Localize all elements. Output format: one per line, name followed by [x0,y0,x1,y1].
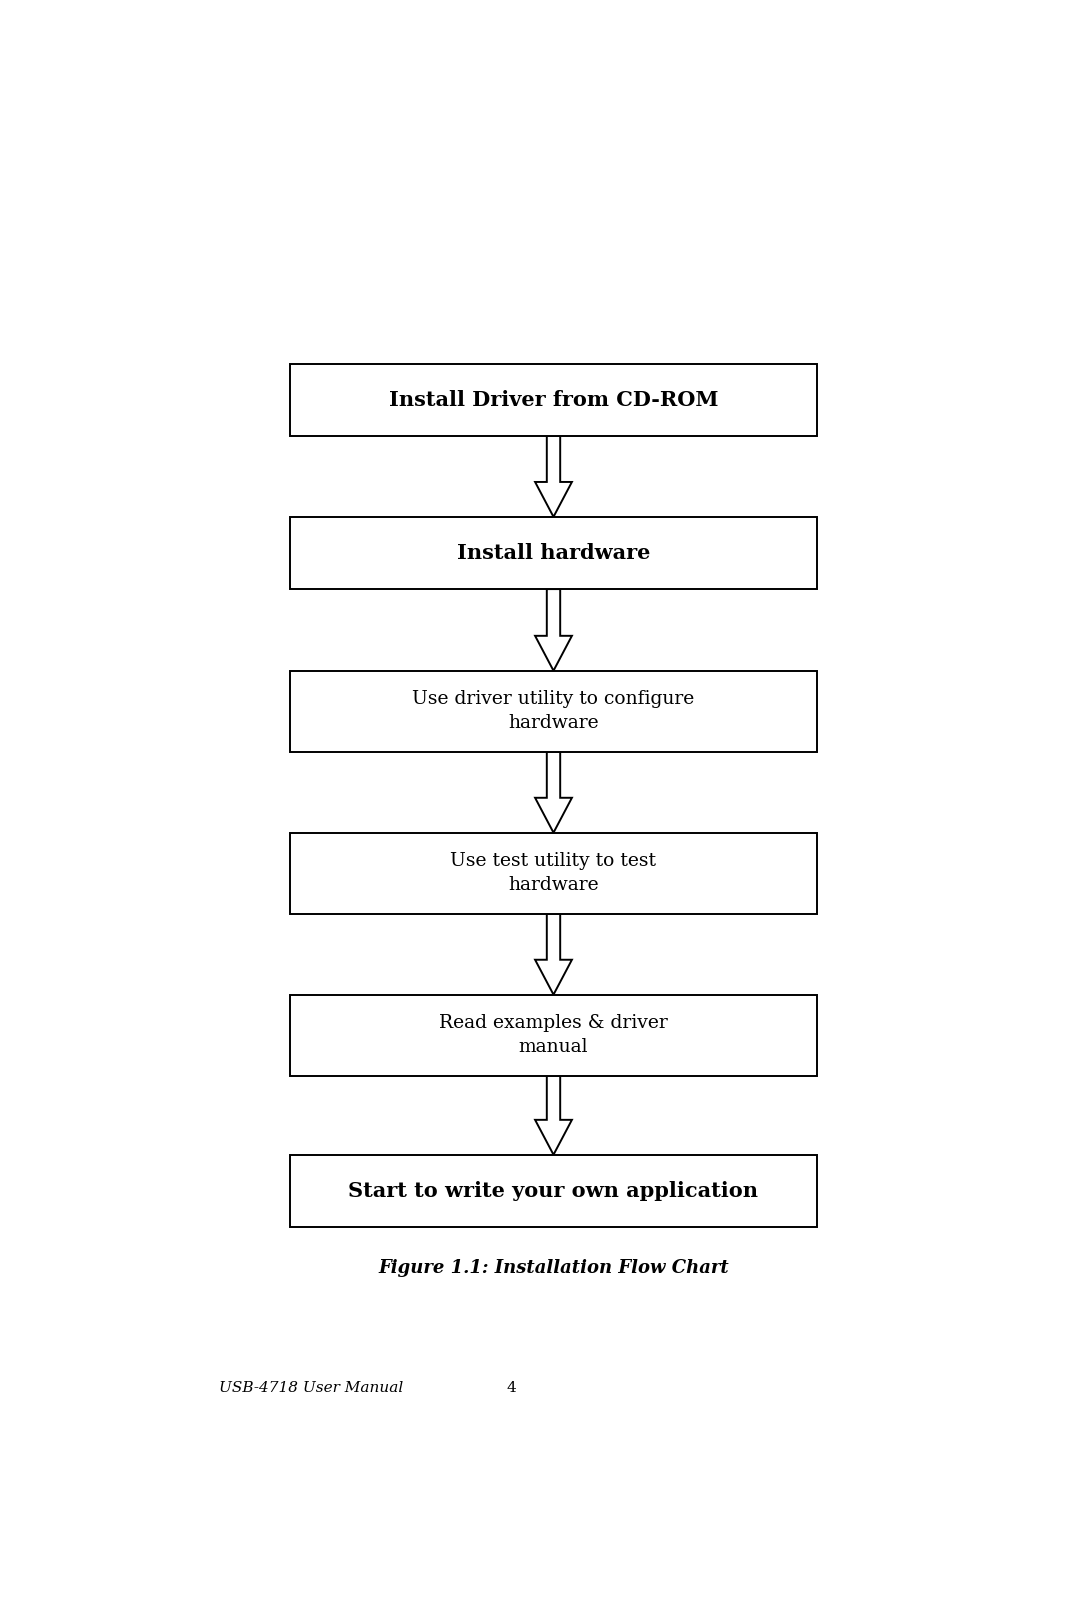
Text: 4: 4 [507,1380,516,1395]
Text: USB-4718 User Manual: USB-4718 User Manual [218,1380,403,1395]
Polygon shape [535,752,572,833]
Polygon shape [535,1076,572,1155]
Text: Read examples & driver
manual: Read examples & driver manual [440,1014,667,1057]
Text: Install Driver from CD-ROM: Install Driver from CD-ROM [389,390,718,409]
Text: Start to write your own application: Start to write your own application [349,1181,758,1201]
Bar [289,1155,818,1226]
Text: Use test utility to test
hardware: Use test utility to test hardware [450,853,657,895]
Polygon shape [535,435,572,516]
Bar [289,364,818,435]
Polygon shape [535,914,572,995]
Bar [289,995,818,1076]
Bar [289,516,818,589]
Bar [289,833,818,914]
Text: Install hardware: Install hardware [457,544,650,563]
Text: Use driver utility to configure
hardware: Use driver utility to configure hardware [413,691,694,731]
Bar [289,671,818,752]
Polygon shape [535,589,572,671]
Text: Figure 1.1: Installation Flow Chart: Figure 1.1: Installation Flow Chart [378,1259,729,1277]
